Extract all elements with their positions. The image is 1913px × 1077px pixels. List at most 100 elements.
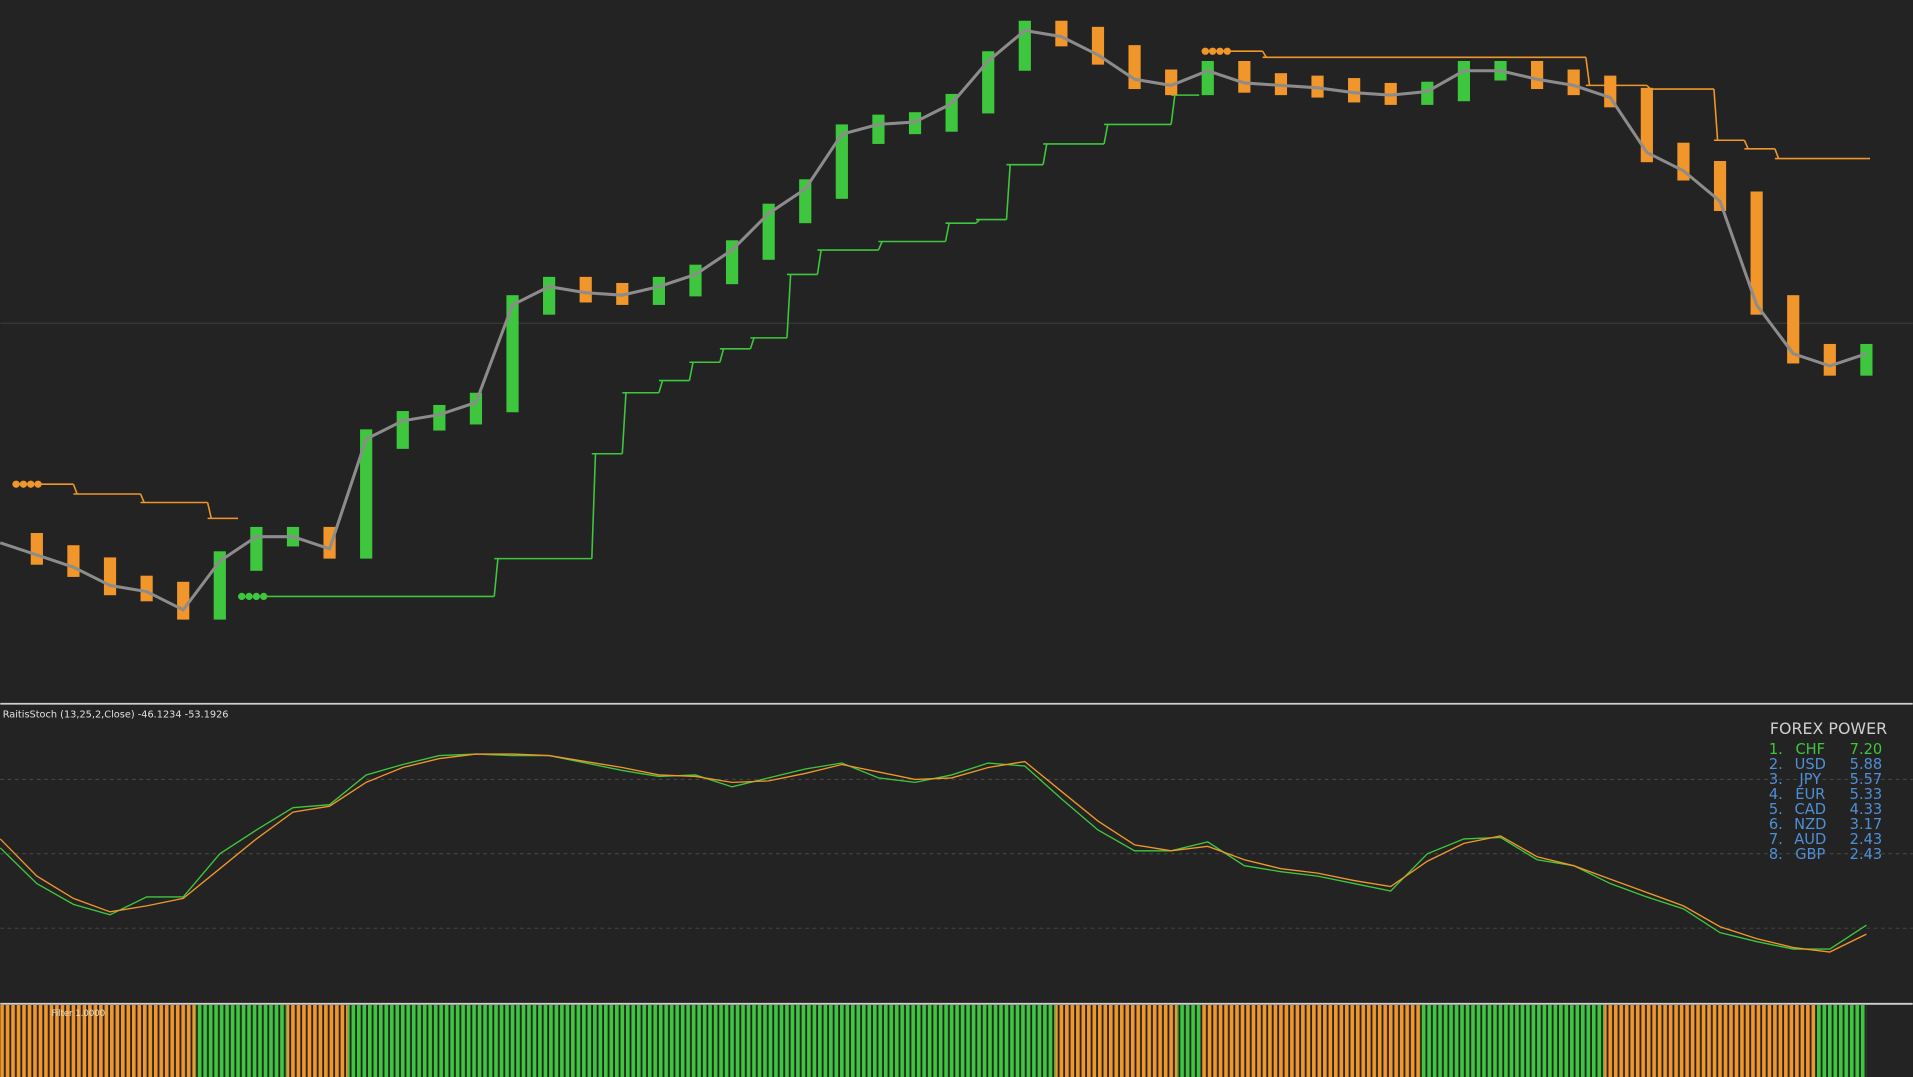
rank: 1.: [1769, 741, 1783, 758]
candle: [140, 575, 153, 602]
candle: [1750, 191, 1763, 315]
candle: [1530, 60, 1544, 90]
stop-step: [621, 392, 627, 454]
candle: [1787, 295, 1800, 364]
candle: [1567, 69, 1580, 96]
stop-step: [786, 274, 792, 338]
stop-step: [72, 483, 78, 495]
forex-power-table: FOREX POWER 1. CHF 7.20 2. USD 5.88 3. JPY 5.57 4…: [1769, 719, 1887, 863]
candle: [799, 179, 812, 224]
candle: [1348, 78, 1361, 103]
power-value: 2.43: [1850, 846, 1883, 863]
candle: [30, 533, 43, 565]
moving-average: [0, 28, 1867, 612]
candle: [872, 114, 885, 144]
candle: [689, 264, 702, 297]
candle: [506, 295, 519, 413]
candle: [652, 276, 665, 305]
candle: [1860, 343, 1873, 376]
stop-start-dot: [1223, 47, 1231, 55]
indicator-label: Filter 1.0000: [51, 1009, 105, 1019]
candle: [396, 411, 409, 449]
candle: [579, 276, 592, 303]
stop-start-dot: [12, 480, 20, 488]
stop-step: [688, 362, 694, 381]
stop-start-dot: [1216, 47, 1224, 55]
candle: [1677, 142, 1690, 181]
stop-step: [749, 337, 755, 350]
stop-step: [1170, 95, 1176, 125]
candle: [1128, 45, 1141, 90]
stop-start-dot: [260, 592, 268, 601]
rank: 3.: [1769, 771, 1783, 788]
stop-step: [1774, 148, 1780, 159]
stoch-line: [0, 753, 1867, 953]
power-value: 7.20: [1850, 741, 1883, 758]
stop-step: [1743, 139, 1749, 150]
candle: [1238, 60, 1251, 93]
currency: AUD: [1794, 831, 1826, 848]
candle: [103, 557, 117, 596]
stop-start-dot: [1201, 47, 1209, 55]
candle: [433, 404, 446, 431]
stop-step: [139, 493, 145, 503]
stop-start-dot: [245, 592, 253, 601]
rank: 2.: [1769, 756, 1783, 773]
candle: [360, 429, 373, 559]
candle: [67, 545, 80, 577]
candle: [1823, 343, 1836, 376]
currency: GBP: [1795, 846, 1825, 863]
stop-step: [1005, 164, 1011, 220]
currency: JPY: [1798, 771, 1821, 788]
candle: [469, 392, 483, 425]
stop-step: [493, 558, 499, 597]
rank: 5.: [1769, 801, 1783, 818]
stop-start-dot: [19, 480, 28, 488]
candle: [543, 276, 556, 315]
candle: [250, 526, 263, 571]
candle: [1018, 20, 1031, 71]
currency: CAD: [1795, 801, 1826, 818]
power-value: 3.17: [1850, 816, 1883, 833]
candle: [1165, 69, 1178, 96]
power-value: 2.43: [1850, 831, 1883, 848]
power-value: 5.33: [1850, 786, 1883, 803]
currency: USD: [1795, 756, 1826, 773]
stop-step: [1103, 124, 1109, 145]
stop-step: [1261, 50, 1267, 58]
power-value: 5.57: [1850, 771, 1883, 788]
stop-step: [719, 348, 725, 363]
stoch-panel: RaitisStoch (13,25,2,Close) -46.1234 -53…: [0, 710, 1913, 953]
stop-start-dot: [34, 480, 42, 488]
stop-step: [944, 223, 950, 242]
stop-start-dot: [27, 480, 35, 488]
currency: NZD: [1794, 816, 1826, 833]
power-value: 4.33: [1850, 801, 1883, 818]
power-value: 5.88: [1850, 756, 1883, 773]
stripe-overlay: [0, 1005, 1867, 1077]
candle: [1457, 60, 1470, 102]
candle: [1640, 87, 1653, 163]
candle: [1055, 20, 1068, 47]
stop-step: [1042, 143, 1048, 165]
candle: [1201, 60, 1214, 96]
price-panel: [0, 20, 1913, 620]
currency: CHF: [1795, 741, 1825, 758]
stop-step: [1585, 57, 1591, 86]
filter-panel: [0, 1005, 1867, 1077]
candle: [1421, 81, 1434, 105]
candle: [213, 551, 226, 620]
stop-step: [1713, 88, 1719, 141]
stop-step: [206, 502, 213, 519]
currency: EUR: [1795, 786, 1825, 803]
stop-step: [591, 453, 597, 559]
stop-step: [816, 249, 822, 275]
table-title: FOREX POWER: [1770, 719, 1887, 738]
candle: [323, 526, 336, 559]
stop-start-dot: [252, 592, 261, 601]
candle: [177, 581, 190, 620]
stop-start-dot: [1208, 47, 1217, 55]
rank: 6.: [1769, 816, 1783, 833]
